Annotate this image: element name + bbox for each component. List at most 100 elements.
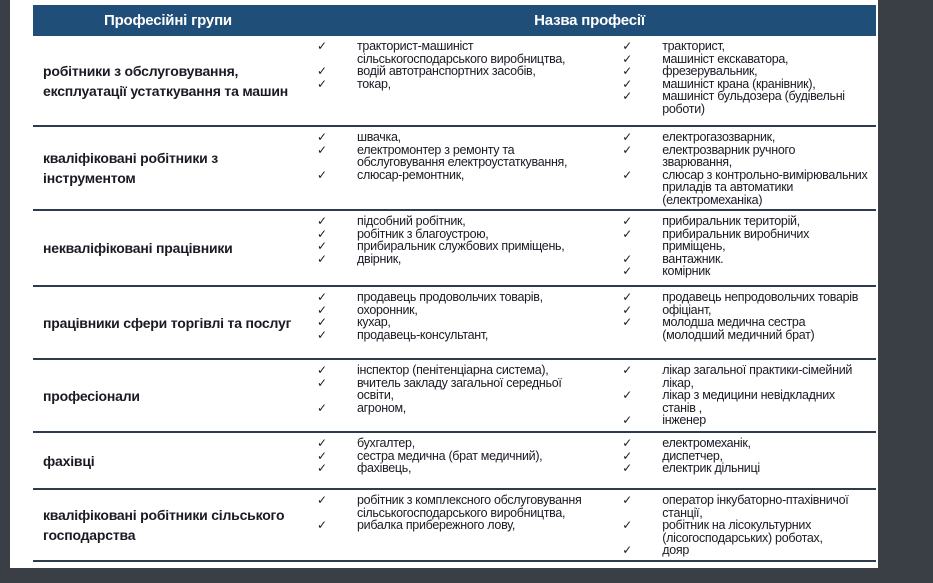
list-item: ✓ диспетчер,: [608, 448, 876, 463]
list-item: ✓ електрогазозварник,: [608, 131, 876, 144]
list-item: ✓ електрик дільниці: [608, 462, 876, 475]
group-cell: фахівці: [43, 452, 95, 469]
check-icon: ✓: [317, 39, 327, 53]
group-cell: некваліфіковані працівники: [43, 240, 233, 256]
professions-col1: ✓ інспектор (пенітенціарна система), ✓ вчит…: [303, 360, 608, 431]
table-row: кваліфіковані робітники сільського госпо…: [33, 490, 876, 562]
check-icon: ✓: [622, 448, 632, 463]
check-icon: ✓: [317, 214, 327, 228]
slide: Професійні групи Назва професії робітник…: [10, 0, 878, 568]
profession-item: лікар загальної практики-сімейний лікар,: [662, 363, 853, 390]
check-icon: ✓: [622, 226, 632, 241]
list-item: ✓ продавець продовольчих товарів,: [303, 291, 608, 304]
profession-item: машиніст екскаватора,: [662, 51, 789, 66]
profession-item: робітник з комплексного обслуговування с…: [357, 493, 582, 520]
professions-table: Професійні групи Назва професії робітник…: [33, 5, 876, 562]
check-icon: ✓: [622, 214, 632, 228]
check-icon: ✓: [622, 543, 632, 557]
profession-item: комірник: [662, 264, 711, 278]
list-item: ✓ агроном,: [303, 400, 608, 415]
list-item: ✓ прибиральник територій,: [608, 215, 876, 228]
check-icon: ✓: [622, 302, 632, 317]
professions-col2: ✓ лікар загальної практики-сімейний лікар…: [608, 360, 876, 431]
list-item: ✓ тракторист,: [608, 40, 876, 53]
profession-item: електрогазозварник,: [662, 130, 776, 144]
check-icon: ✓: [317, 315, 327, 329]
profession-item: двірник,: [357, 251, 402, 266]
check-icon: ✓: [317, 448, 327, 463]
professions-col2: ✓ електромеханік, ✓ диспетчер, ✓ електрик діл…: [608, 433, 876, 488]
check-icon: ✓: [317, 302, 327, 317]
list-item: ✓ оператор інкубаторно-птахівничої станці…: [608, 494, 876, 519]
list-item: ✓ сестра медична (брат медичний),: [303, 448, 608, 463]
profession-item: кухар,: [357, 315, 391, 329]
group-cell: професіонали: [43, 387, 140, 404]
list-item: ✓ токар,: [303, 77, 608, 91]
list-item: ✓ машиніст бульдозера (будівельні роботи): [608, 90, 876, 115]
profession-item: дояр: [662, 543, 690, 557]
profession-item: тракторист-машиніст сільськогосподарсько…: [357, 39, 566, 66]
check-icon: ✓: [317, 400, 327, 415]
list-item: ✓ охоронник,: [303, 302, 608, 317]
profession-item: робітник з благоустрою,: [357, 226, 489, 241]
profession-item: слюсар-ремонтник,: [357, 167, 465, 182]
check-icon: ✓: [317, 130, 327, 144]
list-item: ✓ електромонтер з ремонту та обслуговуван…: [303, 142, 608, 169]
list-item: ✓ електромеханік,: [608, 437, 876, 450]
professions-col1: ✓ швачка, ✓ електромонтер з ремонту та обсл…: [303, 127, 608, 209]
check-icon: ✓: [622, 251, 632, 266]
list-item: ✓ продавець-консультант,: [303, 327, 608, 342]
table-row: робітники з обслуговування, експлуатації…: [33, 36, 876, 127]
profession-item: продавець непродовольчих товарів: [662, 290, 859, 304]
table-body: робітники з обслуговування, експлуатації…: [33, 36, 876, 562]
professions-col1: ✓ робітник з комплексного обслуговування …: [303, 490, 608, 560]
table-row: фахівці ✓ бухгалтер, ✓ сестра медична (брат …: [33, 433, 876, 490]
profession-item: швачка,: [357, 130, 401, 144]
check-icon: ✓: [622, 413, 632, 427]
check-icon: ✓: [317, 493, 327, 507]
profession-item: інженер: [662, 413, 706, 427]
profession-item: вантажник.: [662, 251, 724, 266]
column-header-professions: Назва професії: [534, 12, 645, 29]
list-item: ✓ робітник на лісокультурних (лісогоспода…: [608, 519, 876, 544]
list-item: ✓ кухар,: [303, 316, 608, 329]
profession-item: слюсар з контрольно-вимірювальних прилад…: [662, 167, 868, 207]
check-icon: ✓: [622, 130, 632, 144]
column-header-groups: Професійні групи: [104, 12, 232, 29]
professions-col1: ✓ продавець продовольчих товарів, ✓ охоронн…: [303, 287, 608, 358]
check-icon: ✓: [622, 461, 632, 475]
profession-item: машиніст крана (кранівник),: [662, 76, 816, 91]
list-item: ✓ дояр: [608, 544, 876, 557]
profession-item: бухгалтер,: [357, 436, 415, 450]
group-cell: кваліфіковані робітники сільського госпо…: [43, 506, 285, 543]
check-icon: ✓: [622, 264, 632, 278]
check-icon: ✓: [317, 142, 327, 157]
list-item: ✓ рибалка прибережного лову,: [303, 519, 608, 532]
list-item: ✓ молодша медична сестра (молодший медичн…: [608, 316, 876, 341]
list-item: ✓ двірник,: [303, 251, 608, 266]
check-icon: ✓: [317, 226, 327, 241]
list-item: ✓ прибиральник службових приміщень,: [303, 240, 608, 253]
profession-item: диспетчер,: [662, 448, 723, 463]
list-item: ✓ машиніст крана (кранівник),: [608, 76, 876, 91]
professions-col2: ✓ прибиральник територій, ✓ прибиральник ви…: [608, 211, 876, 285]
profession-item: продавець-консультант,: [357, 327, 489, 342]
check-icon: ✓: [622, 493, 632, 507]
list-item: ✓ бухгалтер,: [303, 437, 608, 450]
list-item: ✓ машиніст екскаватора,: [608, 51, 876, 66]
list-item: ✓ вчитель закладу загальної середньої осв…: [303, 375, 608, 402]
professions-col2: ✓ продавець непродовольчих товарів ✓ офіціа…: [608, 287, 876, 358]
profession-item: машиніст бульдозера (будівельні роботи): [662, 89, 845, 116]
table-row: некваліфіковані працівники ✓ підсобний роб…: [33, 211, 876, 287]
profession-item: робітник на лісокультурних (лісогосподар…: [662, 518, 823, 545]
check-icon: ✓: [622, 290, 632, 304]
list-item: ✓ прибиральник виробничих приміщень,: [608, 226, 876, 253]
profession-item: рибалка прибережного лову,: [357, 518, 516, 532]
list-item: ✓ інженер: [608, 414, 876, 427]
professions-col1: ✓ тракторист-машиніст сільськогосподарськ…: [303, 36, 608, 125]
list-item: ✓ лікар загальної практики-сімейний лікар…: [608, 364, 876, 389]
check-icon: ✓: [317, 461, 327, 475]
profession-item: електрик дільниці: [662, 461, 760, 475]
profession-item: вчитель закладу загальної середньої осві…: [357, 375, 562, 402]
list-item: ✓ продавець непродовольчих товарів: [608, 291, 876, 304]
